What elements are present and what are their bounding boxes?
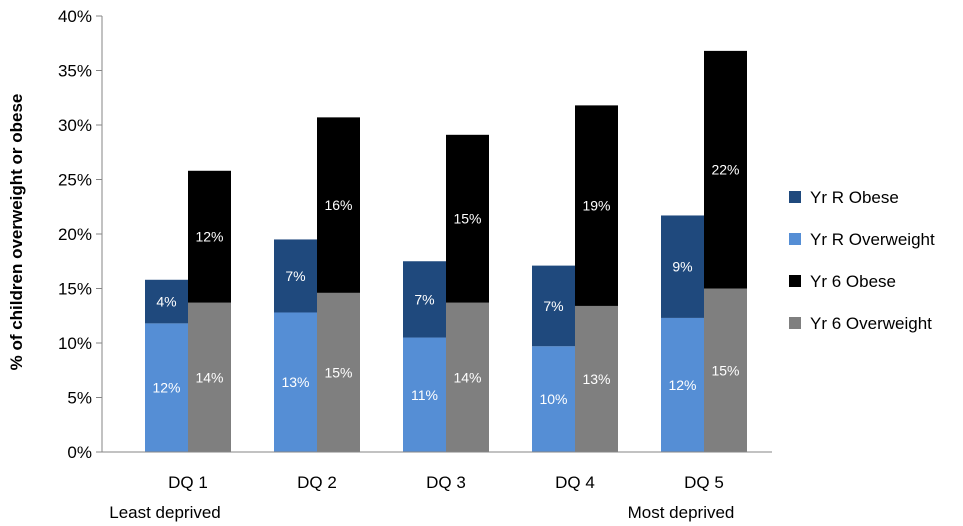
bar-yr-r-obese: [274, 239, 317, 313]
data-label: 19%: [582, 198, 610, 214]
bar-yr-6-obese: [446, 134, 489, 303]
x-tick-label: DQ 4: [555, 473, 595, 492]
legend: Yr R Obese Yr R Overweight Yr 6 Obese Yr 6 …: [789, 188, 935, 333]
bar-yr-r-overweight: [274, 312, 317, 452]
data-label: 15%: [711, 362, 739, 378]
data-label: 15%: [453, 211, 481, 227]
bar-yr-r-overweight: [532, 346, 575, 452]
bars: [145, 50, 747, 452]
y-tick-label: 0%: [67, 443, 92, 462]
data-label: 11%: [411, 387, 438, 403]
data-label: 4%: [156, 294, 176, 310]
data-label: 22%: [711, 162, 739, 178]
data-label: 16%: [324, 197, 352, 213]
data-label: 7%: [414, 291, 434, 307]
bar-yr-r-overweight: [145, 323, 188, 452]
data-label: 7%: [543, 298, 563, 314]
bar-yr-6-overweight: [188, 302, 231, 452]
data-label: 12%: [668, 377, 696, 393]
bar-yr-6-overweight: [704, 288, 747, 452]
y-tick-label: 25%: [58, 171, 92, 190]
y-tick-label: 10%: [58, 334, 92, 353]
legend-swatch: [789, 275, 801, 287]
bar-yr-6-obese: [575, 105, 618, 306]
y-tick-label: 30%: [58, 116, 92, 135]
data-label: 12%: [195, 229, 223, 245]
y-tick-label: 40%: [58, 7, 92, 26]
bar-yr-6-obese: [188, 170, 231, 303]
data-label: 13%: [281, 374, 309, 390]
legend-label: Yr R Overweight: [810, 230, 935, 249]
x-tick-label: DQ 2: [297, 473, 337, 492]
legend-label: Yr R Obese: [810, 188, 899, 207]
y-tick-label: 15%: [58, 280, 92, 299]
bar-yr-r-obese: [532, 265, 575, 347]
legend-swatch: [789, 233, 801, 245]
y-axis-label: % of children overweight or obese: [7, 94, 26, 371]
legend-label: Yr 6 Obese: [810, 272, 896, 291]
bar-yr-6-obese: [317, 117, 360, 293]
data-label: 13%: [582, 371, 610, 387]
bar-yr-6-overweight: [446, 302, 489, 452]
x-tick-label: DQ 3: [426, 473, 466, 492]
data-label: 14%: [453, 369, 481, 385]
bar-yr-r-overweight: [661, 317, 704, 452]
x-axis: DQ 1 Least deprived DQ 2 DQ 3 DQ 4 DQ 5 Most d…: [102, 451, 772, 522]
bar-yr-r-overweight: [403, 337, 446, 452]
bar-yr-6-overweight: [317, 292, 360, 452]
bar-yr-r-obese: [661, 215, 704, 318]
data-label: 12%: [152, 380, 180, 396]
y-tick-label: 20%: [58, 225, 92, 244]
data-labels: 12% 4% 13% 7% 11% 7% 10% 7% 12% 9% 14% 12% 15% 16% 14%…: [152, 162, 739, 407]
bar-yr-6-overweight: [575, 305, 618, 452]
x-tick-sublabel: Most deprived: [628, 503, 735, 522]
data-label: 7%: [285, 268, 305, 284]
data-label: 9%: [672, 259, 692, 275]
bar-yr-6-obese: [704, 50, 747, 289]
bar-yr-r-obese: [145, 279, 188, 324]
y-axis: 0% 5% 10% 15% 20% 25% 30% 35% 40%: [58, 7, 103, 462]
bar-yr-r-obese: [403, 261, 446, 338]
x-tick-label: DQ 1: [168, 473, 208, 492]
data-label: 10%: [539, 391, 567, 407]
y-tick-label: 35%: [58, 62, 92, 81]
data-label: 14%: [195, 369, 223, 385]
legend-label: Yr 6 Overweight: [810, 314, 932, 333]
x-tick-sublabel: Least deprived: [109, 503, 221, 522]
y-tick-label: 5%: [67, 389, 92, 408]
legend-swatch: [789, 191, 801, 203]
x-tick-label: DQ 5: [684, 473, 724, 492]
legend-swatch: [789, 317, 801, 329]
data-label: 15%: [324, 364, 352, 380]
